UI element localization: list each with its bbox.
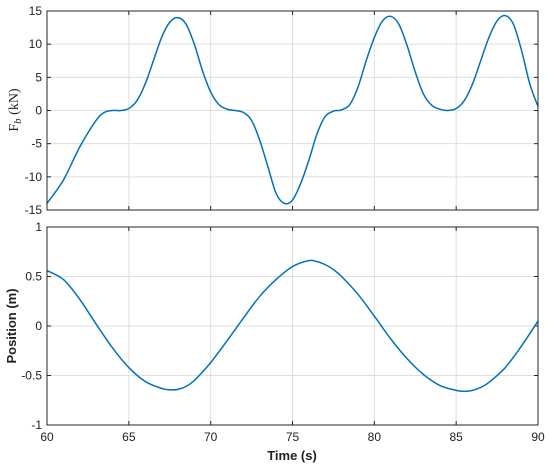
force-y-axis-label-unit: (kN): [7, 88, 22, 118]
position-y-tick-label: 0.5: [25, 270, 42, 284]
force-plot-frame: [46, 10, 539, 211]
force-y-axis-label: Fb (kN): [7, 88, 24, 132]
position-x-tick-label: 80: [368, 430, 382, 444]
force-ticks: -15 -10 -5 0 5 10 15: [25, 4, 539, 217]
force-y-tick-label: 10: [29, 37, 43, 51]
position-ticks: 60 65 70 75 80 85 90 -1 -0.5 0 0.5 1: [21, 220, 545, 444]
position-y-tick-label: -0.5: [21, 369, 42, 383]
position-x-tick-label: 75: [286, 430, 300, 444]
position-y-tick-label: -1: [31, 418, 42, 432]
position-plot-frame: [46, 226, 539, 426]
force-series-line: [46, 14, 539, 205]
force-y-axis-label-subscript: b: [12, 118, 24, 124]
position-x-tick-label: 65: [122, 430, 136, 444]
position-x-tick-label: 70: [204, 430, 218, 444]
position-x-tick-label: 90: [531, 430, 545, 444]
position-x-tick-label: 60: [40, 430, 54, 444]
position-x-tick-label: 85: [449, 430, 463, 444]
force-y-axis-label-main: F: [7, 124, 22, 132]
position-series-line: [46, 259, 539, 393]
position-y-axis-label: Position (m): [4, 288, 19, 363]
position-panel: 60 65 70 75 80 85 90 -1 -0.5 0 0.5 1 Position (m) T…: [4, 220, 545, 463]
force-y-tick-label: 0: [35, 104, 42, 118]
force-y-tick-label: 5: [35, 70, 42, 84]
force-panel: -15 -10 -5 0 5 10 15 Fb (kN): [7, 4, 539, 217]
force-y-tick-label: -5: [31, 137, 42, 151]
position-x-axis-label: Time (s): [267, 448, 317, 463]
position-y-tick-label: 1: [35, 220, 42, 234]
force-y-tick-label: -15: [25, 203, 43, 217]
force-y-tick-label: -10: [25, 170, 43, 184]
position-y-tick-label: 0: [35, 319, 42, 333]
force-y-tick-label: 15: [29, 4, 43, 18]
